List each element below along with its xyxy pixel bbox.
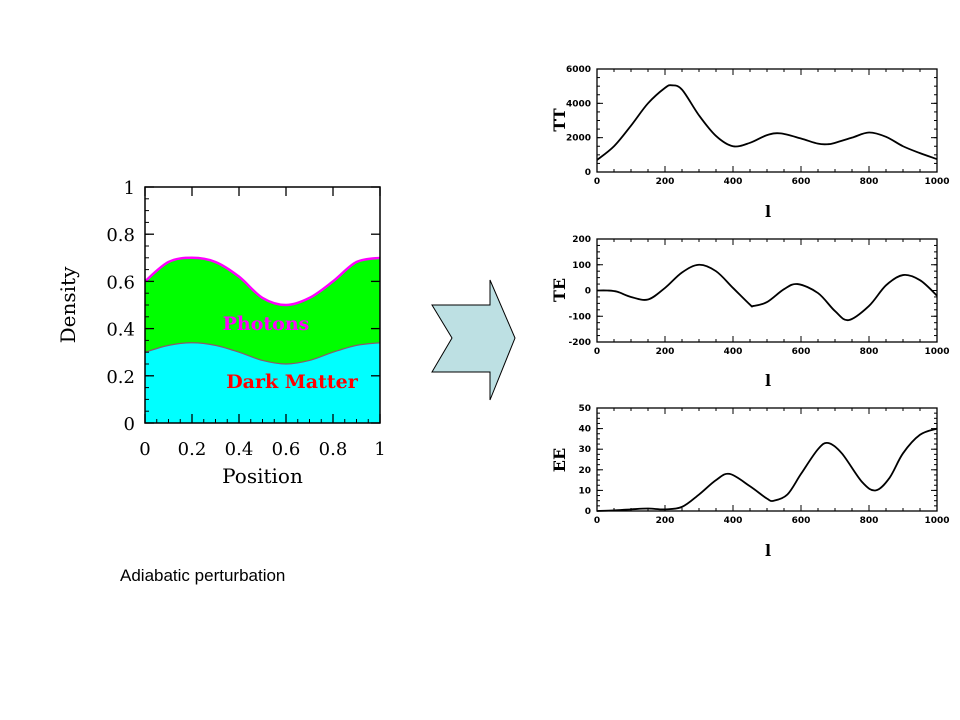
te-x-tick-label: 400	[724, 347, 743, 357]
dark-matter-area	[145, 342, 380, 423]
tt-x-axis-label: l	[765, 202, 771, 221]
te-y-tick-label: 200	[572, 235, 591, 245]
ee-x-tick-label: 1000	[924, 516, 949, 526]
tt-x-tick-label: 400	[724, 177, 743, 187]
ee-y-tick-label: 0	[585, 507, 591, 517]
tt-x-tick-label: 600	[792, 177, 811, 187]
density-x-tick-label: 1	[374, 439, 385, 460]
te-x-tick-label: 600	[792, 347, 811, 357]
tt-y-axis-label: TT	[550, 108, 569, 131]
ee-power-spectrum-chart: 0 200 400 600 800 1000 0 10 20 30 40 50 EE l	[550, 404, 950, 560]
density-x-tick-label: 0.2	[178, 439, 207, 460]
density-y-tick-label: 0	[124, 414, 135, 435]
photons-boundary-line	[144, 256, 381, 307]
tt-x-tick-label: 800	[860, 177, 879, 187]
te-power-spectrum-chart: 0 200 400 600 800 1000 -200 -100 0 100 200 TE l	[550, 235, 950, 390]
tt-x-tick-label: 200	[656, 177, 675, 187]
tt-y-tick-label: 2000	[566, 134, 591, 144]
caption-text: Adiabatic perturbation	[120, 566, 286, 585]
te-y-tick-label: -100	[568, 312, 591, 322]
density-x-axis-label: Position	[222, 464, 303, 488]
ee-y-tick-label: 30	[578, 445, 591, 455]
density-x-tick-label: 0.6	[272, 439, 301, 460]
ee-x-tick-label: 200	[656, 516, 675, 526]
tt-power-spectrum-chart: 0 200 400 600 800 1000 0 2000 4000 6000 TT l	[550, 65, 950, 221]
tt-plot-frame	[596, 68, 938, 173]
ee-plot-frame	[596, 407, 938, 512]
te-y-tick-label: 0	[585, 287, 591, 297]
density-y-tick-label: 0.4	[106, 320, 135, 341]
density-y-tick-label: 0.8	[106, 225, 135, 246]
te-y-tick-label: 100	[572, 261, 591, 271]
tt-y-tick-label: 6000	[566, 65, 591, 75]
dark-matter-boundary-line	[144, 342, 381, 365]
ee-x-tick-label: 600	[792, 516, 811, 526]
ee-y-tick-label: 10	[578, 486, 591, 496]
dark-matter-label: Dark Matter	[226, 371, 359, 393]
ee-y-tick-label: 50	[578, 404, 591, 414]
ee-curve	[596, 427, 938, 512]
te-plot-frame	[596, 238, 938, 343]
tt-y-tick-label: 0	[585, 168, 591, 178]
te-x-tick-label: 1000	[924, 347, 949, 357]
ee-x-axis-label: l	[765, 541, 771, 560]
te-y-axis-label: TE	[550, 278, 569, 302]
right-arrow-icon	[431, 279, 516, 401]
density-y-axis-label: Density	[56, 266, 80, 343]
photons-label: Photons	[223, 313, 310, 335]
tt-x-tick-label: 1000	[924, 177, 949, 187]
density-x-tick-label: 0	[139, 439, 150, 460]
te-x-axis-label: l	[765, 371, 771, 390]
ee-y-axis-label: EE	[550, 448, 569, 472]
density-chart: 0 0.2 0.4 0.6 0.8 1 0 0.2 0.4 0.6 0.8 1 Position Dens…	[56, 178, 386, 488]
te-x-tick-label: 0	[594, 347, 600, 357]
ee-x-tick-label: 0	[594, 516, 600, 526]
tt-curve	[596, 84, 938, 161]
te-y-tick-label: -200	[568, 338, 591, 348]
density-x-tick-label: 0.8	[319, 439, 348, 460]
ee-x-tick-label: 400	[724, 516, 743, 526]
tt-y-tick-label: 4000	[566, 99, 591, 109]
ee-y-tick-label: 40	[578, 425, 591, 435]
density-y-tick-label: 0.6	[106, 272, 135, 293]
density-y-tick-label: 1	[124, 178, 135, 199]
density-x-tick-label: 0.4	[225, 439, 254, 460]
te-x-tick-label: 200	[656, 347, 675, 357]
ee-y-tick-label: 20	[578, 466, 591, 476]
te-x-tick-label: 800	[860, 347, 879, 357]
tt-x-tick-label: 0	[594, 177, 600, 187]
te-curve	[596, 263, 938, 322]
density-y-tick-label: 0.2	[106, 367, 135, 388]
ee-x-tick-label: 800	[860, 516, 879, 526]
